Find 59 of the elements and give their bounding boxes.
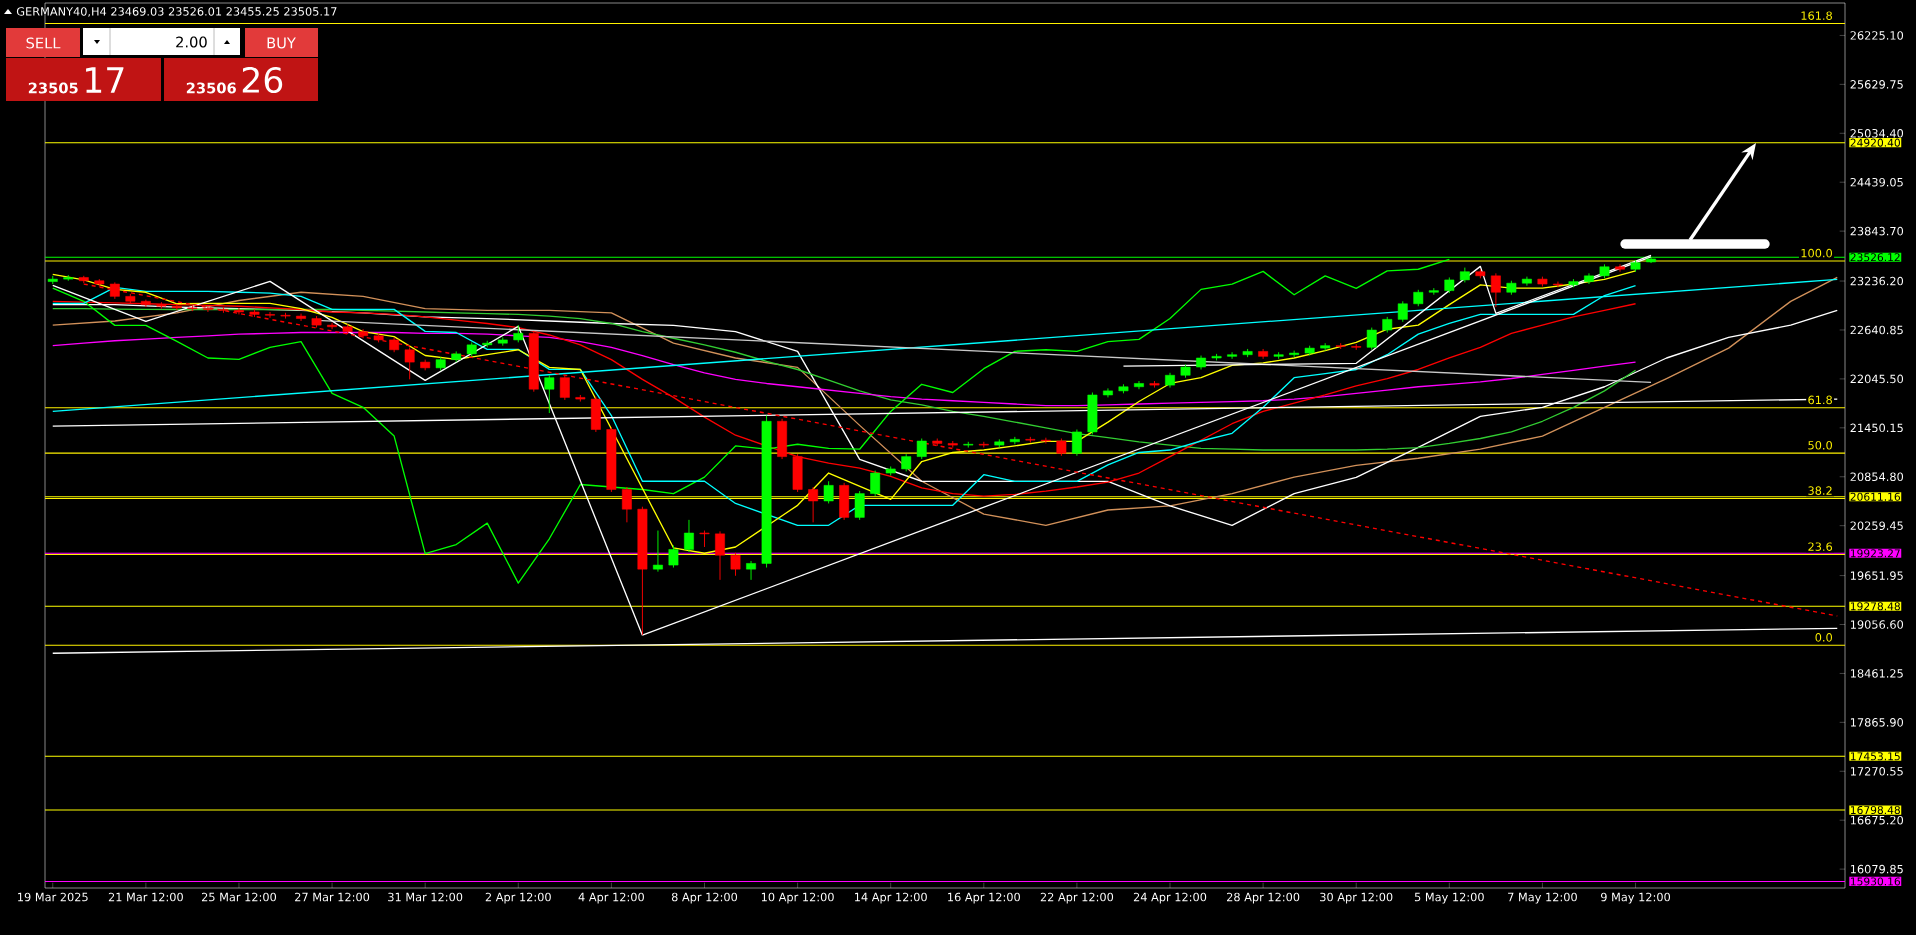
y-tick-label: 21450.15: [1850, 423, 1903, 433]
y-tick-label: 23843.70: [1850, 226, 1904, 236]
x-tick-label: 19 Mar 2025: [18, 892, 88, 902]
x-tick-label: 24 Apr 12:00: [1133, 892, 1207, 904]
ref-line-label: 17453.15: [1850, 752, 1900, 761]
y-tick-label: 25629.75: [1850, 80, 1903, 89]
annotation: SELL: [26, 37, 61, 49]
y-tick-label: 17270.55: [1850, 767, 1903, 776]
x-tick-label: 10 Apr 12:00: [761, 892, 834, 904]
x-tick-label: 27 Mar 12:00: [295, 892, 370, 902]
y-tick-label: 18461.25: [1850, 669, 1903, 678]
annotation: 26: [242, 66, 283, 94]
y-tick-label: 17865.90: [1850, 718, 1904, 727]
annotation: 17: [86, 67, 124, 93]
x-tick-label: 22 Apr 12:00: [1040, 892, 1114, 904]
x-tick-label: 4 Apr 12:00: [578, 892, 644, 904]
annotation: 100.0: [1801, 248, 1832, 258]
x-tick-label: 21 Mar 12:00: [108, 892, 183, 902]
y-tick-label: 25034.40: [1850, 129, 1904, 138]
x-tick-label: 2 Apr 12:00: [485, 892, 551, 904]
y-tick-label: 20854.80: [1850, 472, 1904, 482]
annotation: 50.0: [1808, 440, 1832, 450]
ref-line-label: 20611.16: [1850, 492, 1901, 501]
x-tick-label: 8 Apr 12:00: [671, 892, 738, 904]
ref-line-label: 24920.40: [1850, 138, 1900, 147]
y-tick-label: 23236.20: [1850, 276, 1904, 286]
ref-line-label: 16798.48: [1850, 806, 1900, 815]
annotation: 23.6: [1808, 542, 1833, 551]
ref-line-label: 19923.27: [1850, 549, 1900, 558]
y-tick-label: 26225.10: [1850, 31, 1904, 40]
annotation: 38.2: [1808, 486, 1832, 495]
ref-line-label: 23526.12: [1850, 253, 1900, 262]
annotation: 23506: [186, 82, 236, 94]
ref-line-label: 15930.16: [1850, 877, 1901, 886]
y-tick-label: 19651.95: [1850, 571, 1903, 580]
x-tick-label: 7 May 12:00: [1508, 892, 1577, 904]
y-tick-label: 24439.05: [1850, 177, 1903, 187]
y-tick-label: 20259.45: [1850, 521, 1903, 530]
annotation: BUY: [267, 37, 296, 49]
x-tick-label: 14 Apr 12:00: [855, 892, 927, 904]
x-tick-label: 31 Mar 12:00: [388, 892, 463, 902]
x-tick-label: 28 Apr 12:00: [1227, 892, 1300, 904]
y-tick-label: 22640.85: [1850, 325, 1903, 335]
ref-line-label: 19278.48: [1850, 602, 1900, 611]
y-tick-label: 22045.50: [1850, 374, 1904, 384]
annotation: 61.8: [1808, 395, 1832, 405]
x-tick-label: 9 May 12:00: [1600, 892, 1671, 904]
annotation: 161.8: [1801, 11, 1832, 20]
x-tick-label: 30 Apr 12:00: [1320, 892, 1393, 904]
y-tick-label: 16079.85: [1850, 864, 1903, 874]
x-tick-label: 25 Mar 12:00: [201, 892, 277, 902]
annotation: 23505: [28, 82, 78, 94]
chart-title: GERMANY40,H4 23469.03 23526.01 23455.25 23505.17: [16, 7, 337, 17]
x-tick-label: 5 May 12:00: [1414, 892, 1484, 904]
y-tick-label: 16675.20: [1850, 815, 1904, 825]
y-tick-label: 19056.60: [1850, 620, 1904, 629]
annotation: 0.0: [1815, 633, 1832, 642]
x-tick-label: 16 Apr 12:00: [948, 892, 1020, 904]
annotation: 2.00: [176, 36, 207, 48]
